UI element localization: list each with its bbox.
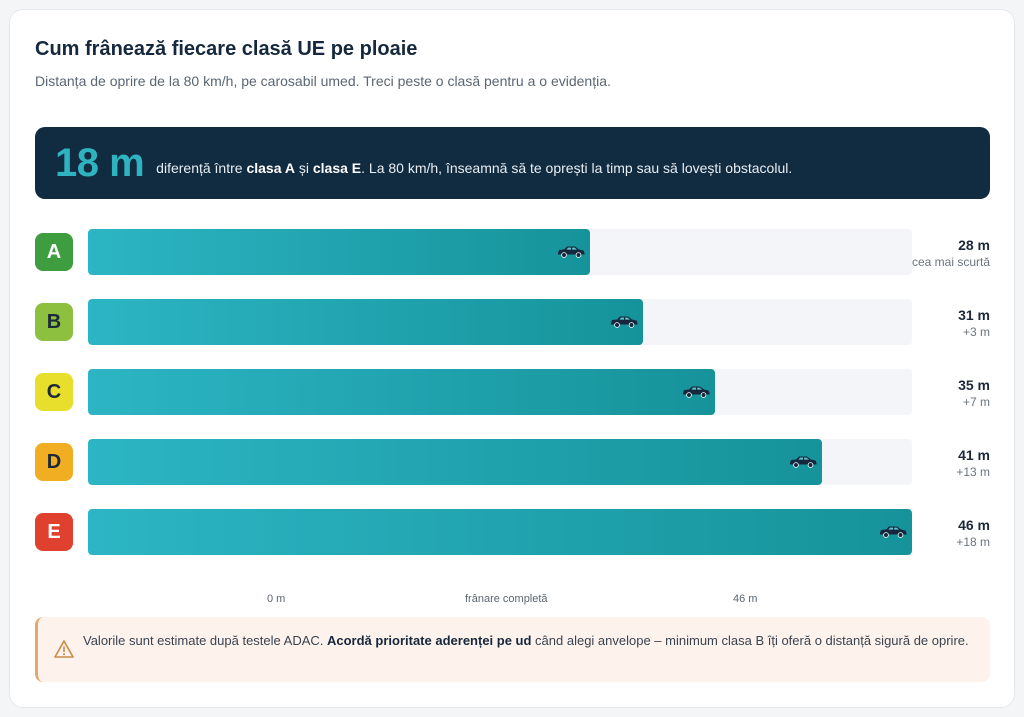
distance-value: 31 m xyxy=(958,307,990,323)
difference-value: 18 m xyxy=(55,141,145,185)
bar-row-b[interactable]: B 31 m +3 m xyxy=(35,299,990,345)
note-text-before: Valorile sunt estimate după testele ADAC… xyxy=(83,633,327,648)
car-icon xyxy=(880,526,907,538)
value-label-e: 46 m +18 m xyxy=(956,517,990,549)
car-icon xyxy=(558,246,585,258)
banner-text-and: și xyxy=(294,160,313,176)
difference-banner: 18 m diferență între clasa A și clasa E.… xyxy=(35,127,990,199)
distance-delta: +7 m xyxy=(962,395,990,409)
bar-fill-b xyxy=(88,299,643,345)
class-badge-a: A xyxy=(35,233,73,271)
banner-text-before: diferență între xyxy=(156,160,247,176)
distance-delta: +3 m xyxy=(962,325,990,339)
bar-row-a[interactable]: A 28 m cea mai scurtă xyxy=(35,229,990,275)
info-note: Valorile sunt estimate după testele ADAC… xyxy=(35,617,990,682)
distance-value: 28 m xyxy=(958,237,990,253)
class-badge-d: D xyxy=(35,443,73,481)
bar-row-e[interactable]: E 46 m +18 m xyxy=(35,509,990,555)
warning-icon xyxy=(54,640,74,658)
distance-value: 41 m xyxy=(958,447,990,463)
banner-text-after: . La 80 km/h, înseamnă să te oprești la … xyxy=(361,160,793,176)
difference-text: diferență între clasa A și clasa E. La 8… xyxy=(156,160,792,176)
chart-subtitle: Distanța de oprire de la 80 km/h, pe car… xyxy=(35,73,611,89)
bar-track xyxy=(88,229,912,275)
bar-track xyxy=(88,369,912,415)
distance-value: 35 m xyxy=(958,377,990,393)
value-label-c: 35 m +7 m xyxy=(958,377,990,409)
note-text: Valorile sunt estimate după testele ADAC… xyxy=(83,631,978,651)
car-icon xyxy=(790,456,817,468)
note-text-bold: Acordă prioritate aderenței pe ud xyxy=(327,633,532,648)
car-icon xyxy=(611,316,638,328)
bar-fill-c xyxy=(88,369,715,415)
axis-label-start: 0 m xyxy=(267,593,286,605)
value-label-d: 41 m +13 m xyxy=(956,447,990,479)
chart-title: Cum frânează fiecare clasă UE pe ploaie xyxy=(35,38,418,60)
chart-card: Cum frânează fiecare clasă UE pe ploaie … xyxy=(9,9,1015,708)
value-label-b: 31 m +3 m xyxy=(958,307,990,339)
bar-fill-a xyxy=(88,229,590,275)
value-label-a: 28 m cea mai scurtă xyxy=(912,237,990,269)
bar-fill-d xyxy=(88,439,822,485)
distance-delta: +18 m xyxy=(956,535,990,549)
bar-track xyxy=(88,439,912,485)
distance-value: 46 m xyxy=(958,517,990,533)
banner-class-e: clasa E xyxy=(312,160,362,176)
bar-row-d[interactable]: D 41 m +13 m xyxy=(35,439,990,485)
axis-label-middle: frânare completă xyxy=(465,593,548,605)
class-badge-e: E xyxy=(35,513,73,551)
car-icon xyxy=(683,386,710,398)
distance-delta: +13 m xyxy=(956,465,990,479)
class-badge-c: C xyxy=(35,373,73,411)
note-text-after: când alegi anvelope – minimum clasa B îț… xyxy=(531,633,969,648)
bar-track xyxy=(88,509,912,555)
axis-label-end: 46 m xyxy=(733,593,758,605)
banner-class-a: clasa A xyxy=(246,160,295,176)
bar-row-c[interactable]: C 35 m +7 m xyxy=(35,369,990,415)
bar-fill-e xyxy=(88,509,912,555)
bar-track xyxy=(88,299,912,345)
distance-delta: cea mai scurtă xyxy=(911,255,990,269)
class-badge-b: B xyxy=(35,303,73,341)
